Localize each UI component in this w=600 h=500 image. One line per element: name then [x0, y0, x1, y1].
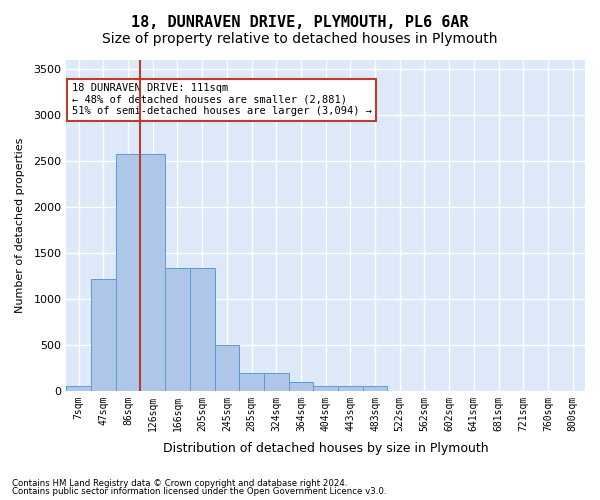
Bar	[190, 268, 215, 391]
Bar	[140, 154, 165, 391]
Bar	[215, 345, 239, 391]
Bar	[239, 374, 264, 391]
Bar	[116, 154, 140, 391]
Text: Contains HM Land Registry data © Crown copyright and database right 2024.: Contains HM Land Registry data © Crown c…	[12, 478, 347, 488]
Bar	[338, 386, 363, 391]
Bar	[67, 386, 91, 391]
Text: 18, DUNRAVEN DRIVE, PLYMOUTH, PL6 6AR: 18, DUNRAVEN DRIVE, PLYMOUTH, PL6 6AR	[131, 15, 469, 30]
Text: 18 DUNRAVEN DRIVE: 111sqm
← 48% of detached houses are smaller (2,881)
51% of se: 18 DUNRAVEN DRIVE: 111sqm ← 48% of detac…	[71, 83, 371, 116]
Bar	[313, 386, 338, 391]
X-axis label: Distribution of detached houses by size in Plymouth: Distribution of detached houses by size …	[163, 442, 488, 455]
Bar	[165, 268, 190, 391]
Bar	[91, 278, 116, 391]
Bar	[289, 382, 313, 391]
Text: Size of property relative to detached houses in Plymouth: Size of property relative to detached ho…	[102, 32, 498, 46]
Bar	[363, 386, 388, 391]
Y-axis label: Number of detached properties: Number of detached properties	[15, 138, 25, 313]
Bar	[264, 374, 289, 391]
Text: Contains public sector information licensed under the Open Government Licence v3: Contains public sector information licen…	[12, 487, 386, 496]
